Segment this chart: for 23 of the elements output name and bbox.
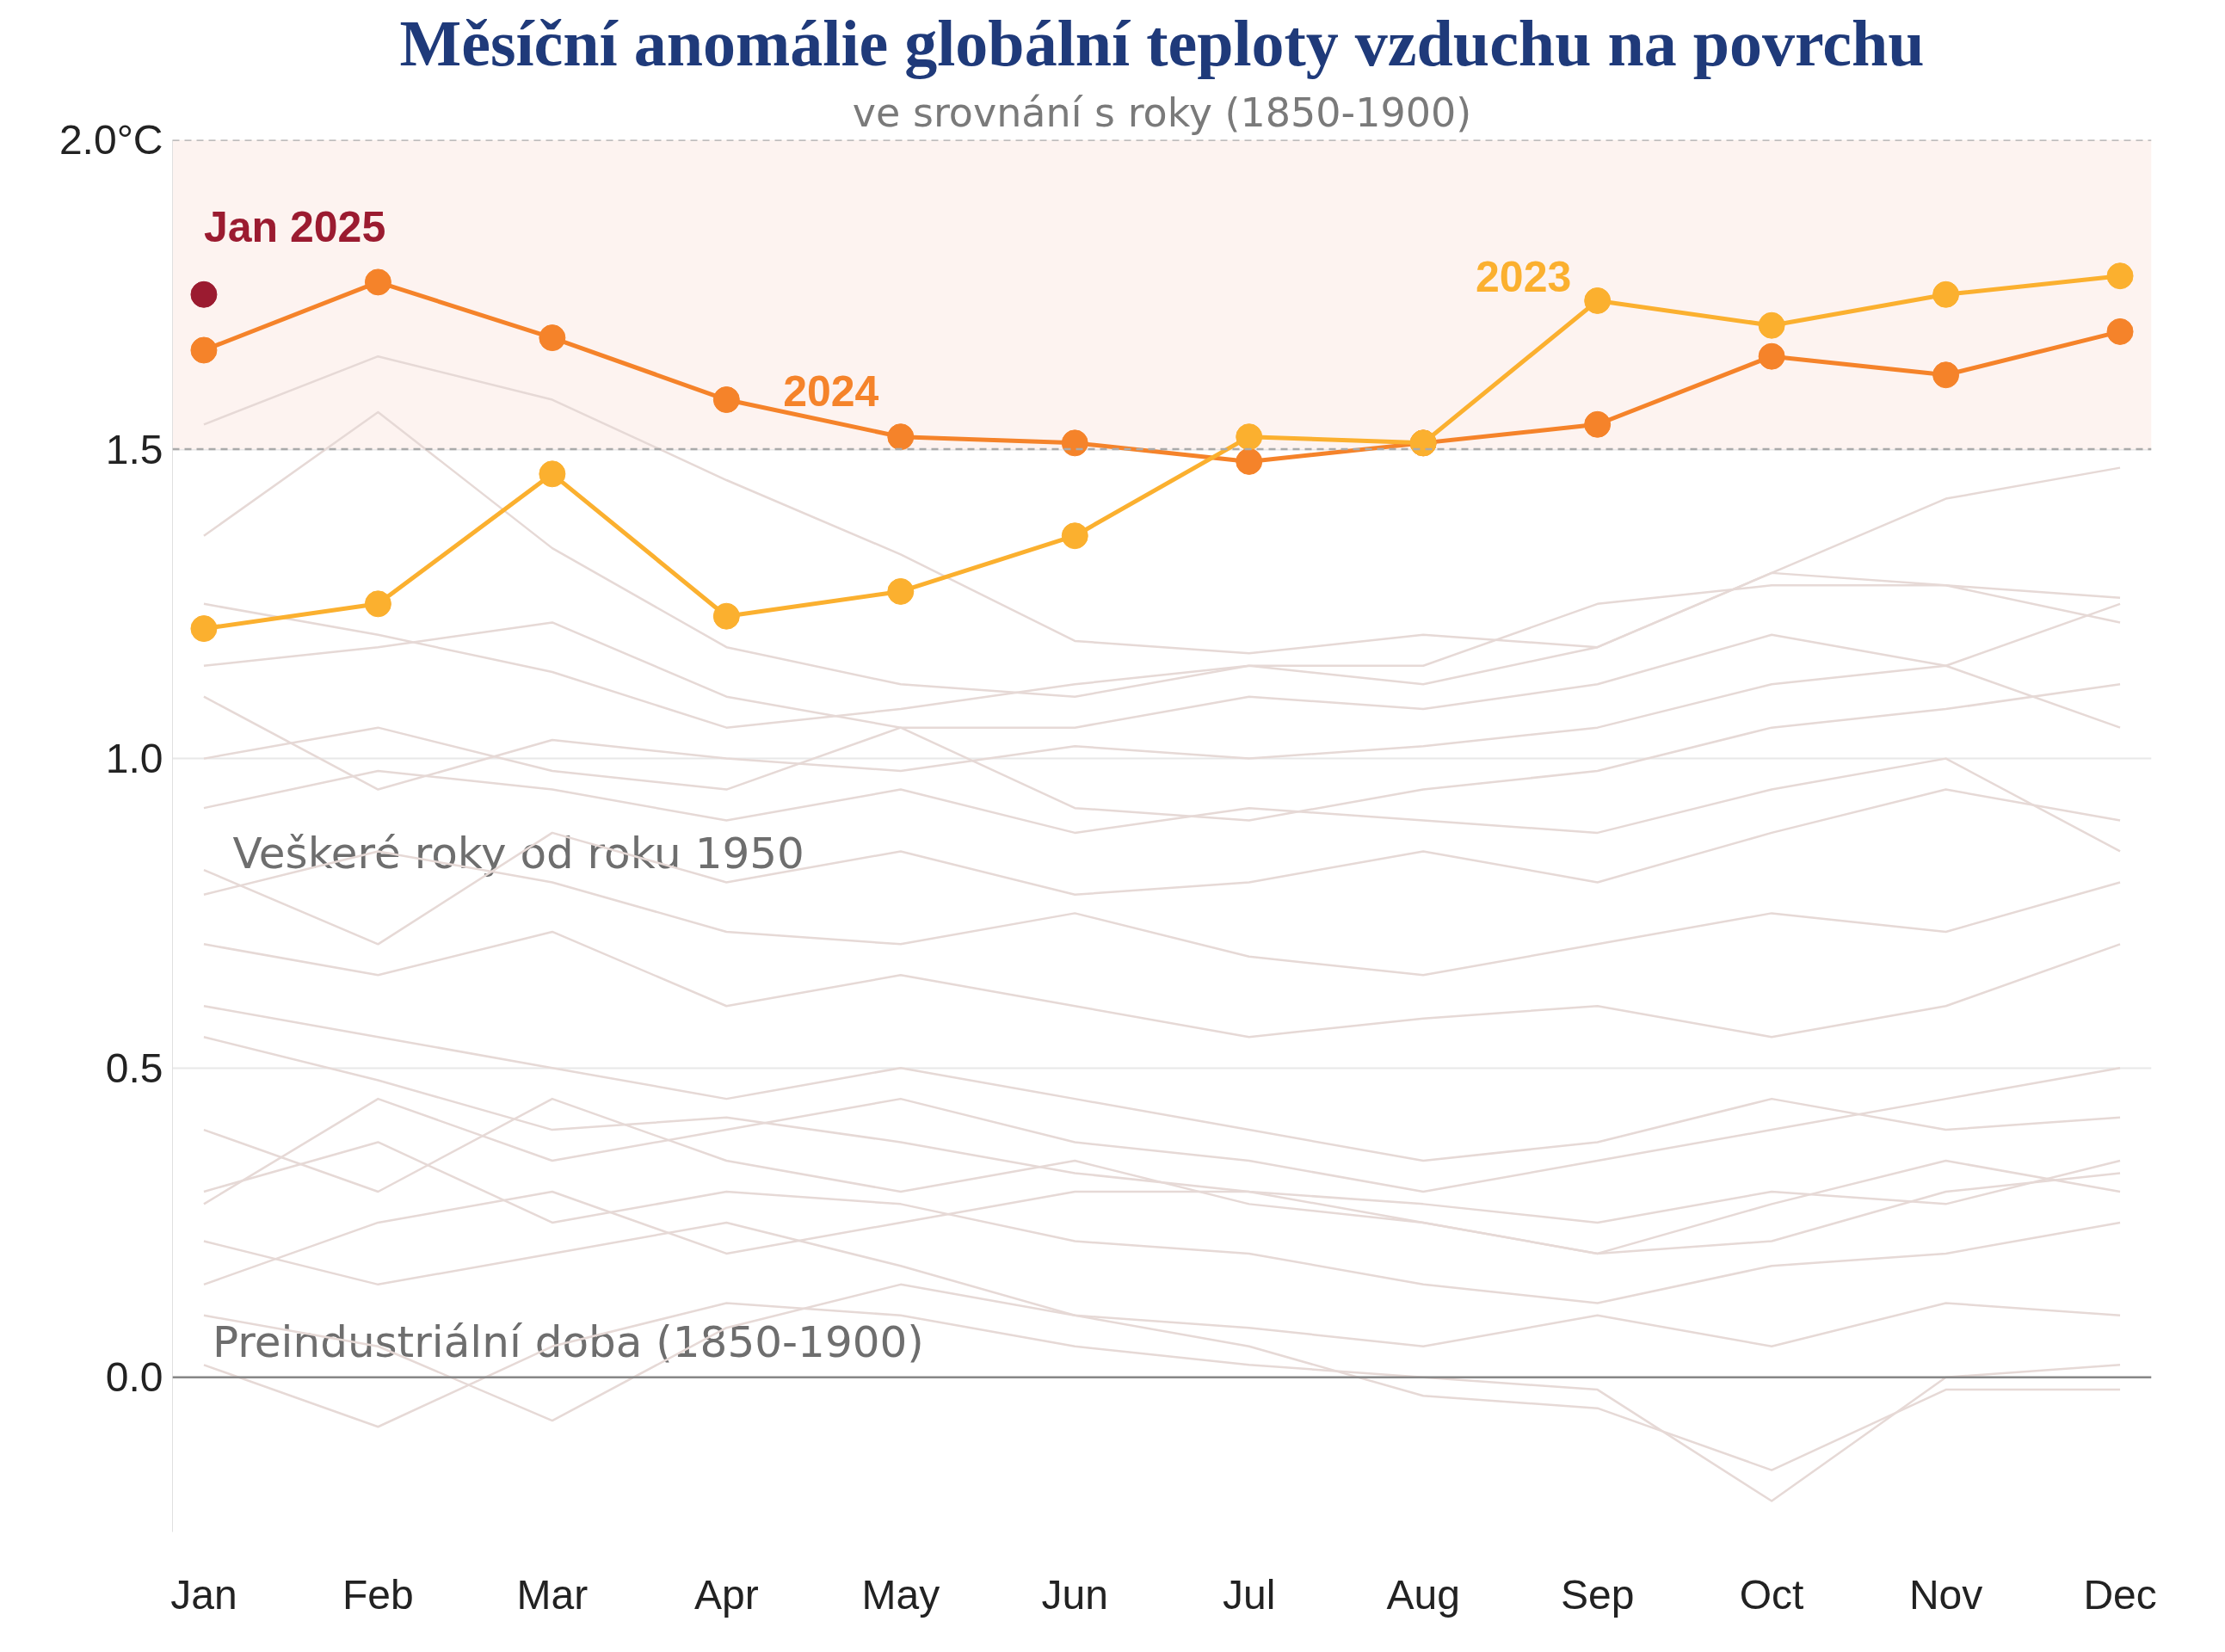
x-tick-label: Jul [1223,1571,1276,1618]
x-tick-label: Nov [1908,1571,1983,1618]
series-label: Jan 2025 [203,203,386,252]
series-label: 2024 [783,367,879,416]
x-tick-label: Oct [1739,1571,1804,1618]
x-tick-label: Jan [170,1571,237,1618]
x-tick-label: Dec [2083,1571,2157,1618]
y-tick-label: 0.0 [105,1354,163,1401]
series-label: 2023 [1476,253,1572,302]
x-tick-label: Mar [516,1571,589,1618]
y-tick-label: 1.5 [105,426,163,472]
chart-subtitle: ve srovnání s roky (1850-1900) [852,89,1472,136]
x-tick-label: Apr [693,1571,759,1618]
x-tick-label: Aug [1386,1571,1460,1618]
y-tick-label: 2.0°C [59,117,163,163]
chart-title: Měsíční anomálie globální teploty vzduchu na povrchu [399,6,1925,79]
x-tick-label: Jun [1041,1571,1108,1618]
y-tick-label: 0.5 [105,1045,163,1091]
x-tick-label: Sep [1560,1571,1635,1618]
x-tick-label: Feb [342,1571,414,1618]
x-tick-label: May [861,1571,940,1618]
ref-line-label: Preindustriální doba (1850-1900) [213,1316,924,1367]
y-tick-label: 1.0 [105,736,163,782]
